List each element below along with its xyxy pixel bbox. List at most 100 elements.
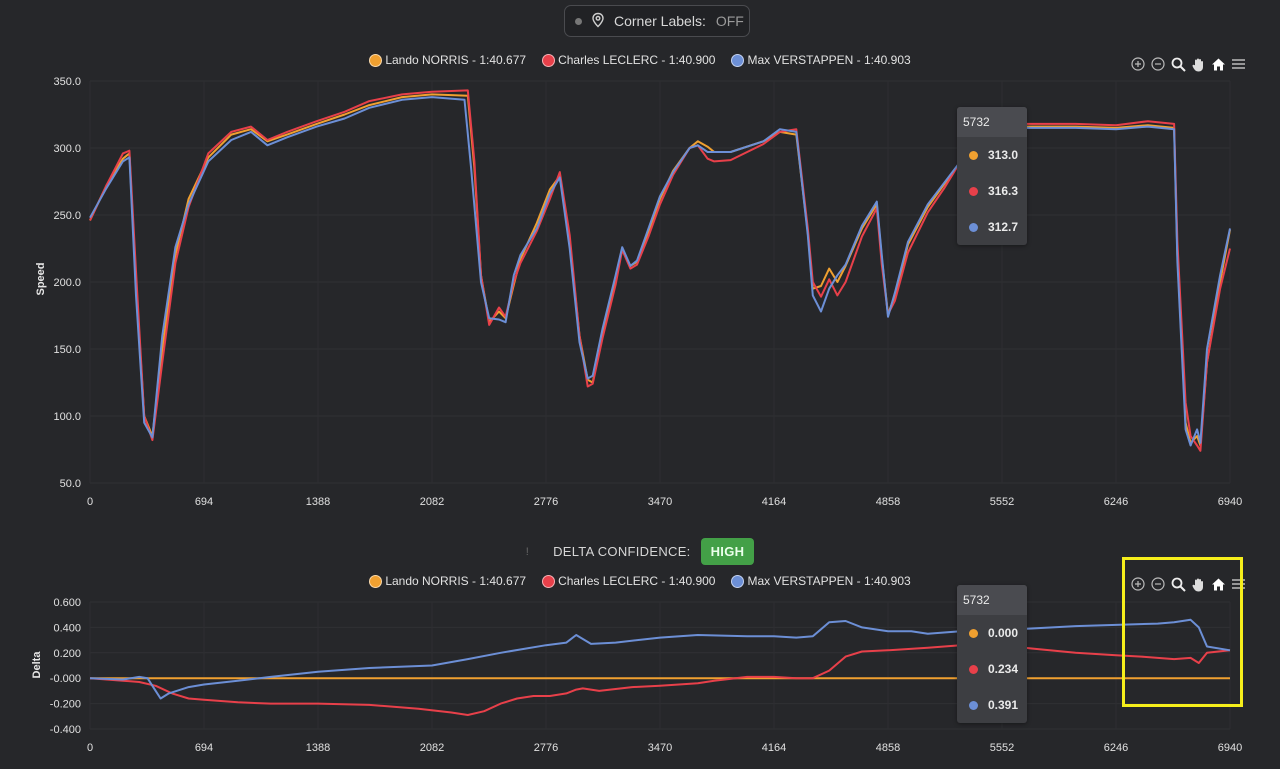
- x-tick-label: 2776: [534, 742, 558, 754]
- series-dot-icon: [969, 222, 978, 232]
- legend-item-norris[interactable]: Lando NORRIS - 1:40.677: [369, 53, 526, 67]
- speed-chart-toolbar: [1130, 56, 1246, 72]
- legend-label: Max VERSTAPPEN - 1:40.903: [747, 53, 911, 67]
- home-reset-icon[interactable]: [1210, 576, 1226, 592]
- zoom-selection-icon[interactable]: [1170, 56, 1186, 72]
- series-dot-icon: [969, 664, 978, 674]
- info-icon: !: [525, 545, 530, 558]
- legend-label: Charles LECLERC - 1:40.900: [558, 574, 716, 588]
- series-dot-icon: [969, 628, 978, 638]
- delta-confidence: ! DELTA CONFIDENCE: HIGH: [0, 538, 1280, 565]
- x-tick-label: 5552: [990, 742, 1014, 754]
- corner-labels-label: Corner Labels:: [614, 13, 706, 29]
- x-tick-label: 3470: [648, 742, 672, 754]
- y-tick-label: 250.0: [53, 210, 81, 222]
- tooltip-value: 0.000: [988, 626, 1019, 640]
- delta-confidence-label: DELTA CONFIDENCE:: [553, 544, 691, 559]
- legend-item-verstappen[interactable]: Max VERSTAPPEN - 1:40.903: [731, 53, 911, 67]
- legend-swatch-icon: [369, 53, 383, 67]
- x-tick-label: 4858: [876, 496, 900, 508]
- zoom-in-icon[interactable]: [1130, 576, 1146, 592]
- speed-legend: Lando NORRIS - 1:40.677 Charles LECLERC …: [0, 53, 1280, 67]
- tooltip-value: 0.234: [988, 662, 1019, 676]
- x-tick-label: 0: [87, 742, 93, 754]
- y-tick-label: -0.000: [50, 673, 81, 685]
- y-tick-label: -0.200: [50, 699, 81, 711]
- y-axis-label: Speed: [35, 262, 47, 295]
- x-tick-label: 4164: [762, 496, 786, 508]
- y-tick-label: 0.400: [53, 622, 81, 634]
- x-tick-label: 5552: [990, 496, 1014, 508]
- pan-hand-icon[interactable]: [1190, 576, 1206, 592]
- tooltip-value: 312.7: [988, 220, 1019, 234]
- x-tick-label: 1388: [306, 496, 330, 508]
- legend-label: Max VERSTAPPEN - 1:40.903: [747, 574, 911, 588]
- x-tick-label: 694: [195, 742, 213, 754]
- y-tick-label: 200.0: [53, 277, 81, 289]
- x-tick-label: 3470: [648, 496, 672, 508]
- series-dot-icon: [969, 150, 978, 160]
- delta-tooltip: 5732 0.000 0.234 0.391: [957, 585, 1027, 723]
- tooltip-row-norris: 0.000: [957, 615, 1027, 651]
- x-tick-label: 6246: [1104, 742, 1128, 754]
- y-tick-label: 350.0: [53, 76, 81, 88]
- status-dot-icon: [575, 17, 582, 25]
- menu-icon[interactable]: [1230, 56, 1246, 72]
- series-line-1[interactable]: [89, 642, 1231, 716]
- y-tick-label: 0.200: [53, 648, 81, 660]
- legend-swatch-icon: [542, 53, 556, 67]
- y-tick-label: 150.0: [53, 344, 81, 356]
- legend-swatch-icon: [731, 53, 745, 67]
- zoom-out-icon[interactable]: [1150, 56, 1166, 72]
- delta-chart[interactable]: 0 694 1388 2082 2776 3470 4164 4858 5552 6246 6940…: [0, 589, 1280, 769]
- map-pin-icon: [590, 12, 606, 31]
- tooltip-value: 316.3: [988, 184, 1019, 198]
- legend-item-leclerc[interactable]: Charles LECLERC - 1:40.900: [542, 53, 715, 67]
- tooltip-row-verstappen: 312.7: [957, 209, 1027, 245]
- y-tick-label: 0.600: [53, 597, 81, 609]
- legend-item-verstappen[interactable]: Max VERSTAPPEN - 1:40.903: [731, 574, 911, 588]
- x-tick-label: 2082: [420, 496, 444, 508]
- delta-chart-toolbar: [1130, 576, 1246, 592]
- legend-swatch-icon: [369, 574, 383, 588]
- y-tick-label: 100.0: [53, 411, 81, 423]
- tooltip-row-leclerc: 0.234: [957, 651, 1027, 687]
- corner-labels-toggle[interactable]: Corner Labels: OFF: [564, 5, 750, 37]
- legend-swatch-icon: [542, 574, 556, 588]
- zoom-in-icon[interactable]: [1130, 56, 1146, 72]
- y-tick-label: 50.0: [60, 478, 81, 490]
- y-axis-label: Delta: [31, 651, 43, 679]
- legend-item-leclerc[interactable]: Charles LECLERC - 1:40.900: [542, 574, 715, 588]
- x-tick-label: 4164: [762, 742, 786, 754]
- x-tick-label: 2776: [534, 496, 558, 508]
- legend-label: Lando NORRIS - 1:40.677: [385, 53, 527, 67]
- x-tick-label: 694: [195, 496, 213, 508]
- corner-labels-state: OFF: [715, 13, 744, 29]
- y-tick-label: -0.400: [50, 724, 81, 736]
- tooltip-value: 313.0: [988, 148, 1019, 162]
- zoom-out-icon[interactable]: [1150, 576, 1166, 592]
- pan-hand-icon[interactable]: [1190, 56, 1206, 72]
- tooltip-header: 5732: [957, 585, 1027, 615]
- series-dot-icon: [969, 700, 978, 710]
- speed-tooltip: 5732 313.0 316.3 312.7: [957, 107, 1027, 245]
- tooltip-row-leclerc: 316.3: [957, 173, 1027, 209]
- x-tick-label: 6246: [1104, 496, 1128, 508]
- legend-label: Lando NORRIS - 1:40.677: [385, 574, 527, 588]
- home-reset-icon[interactable]: [1210, 56, 1226, 72]
- y-tick-label: 300.0: [53, 143, 81, 155]
- legend-swatch-icon: [731, 574, 745, 588]
- tooltip-header: 5732: [957, 107, 1027, 137]
- tooltip-row-verstappen: 0.391: [957, 687, 1027, 723]
- legend-item-norris[interactable]: Lando NORRIS - 1:40.677: [369, 574, 526, 588]
- tooltip-row-norris: 313.0: [957, 137, 1027, 173]
- series-dot-icon: [969, 186, 978, 196]
- x-tick-label: 0: [87, 496, 93, 508]
- series-line-2[interactable]: [89, 618, 1231, 700]
- speed-chart[interactable]: 0 694 1388 2082 2776 3470 4164 4858 5552 6246 6940…: [0, 0, 1280, 520]
- zoom-selection-icon[interactable]: [1170, 576, 1186, 592]
- delta-legend: Lando NORRIS - 1:40.677 Charles LECLERC …: [0, 574, 1280, 588]
- x-tick-label: 4858: [876, 742, 900, 754]
- delta-confidence-badge: HIGH: [700, 538, 755, 565]
- x-tick-label: 2082: [420, 742, 444, 754]
